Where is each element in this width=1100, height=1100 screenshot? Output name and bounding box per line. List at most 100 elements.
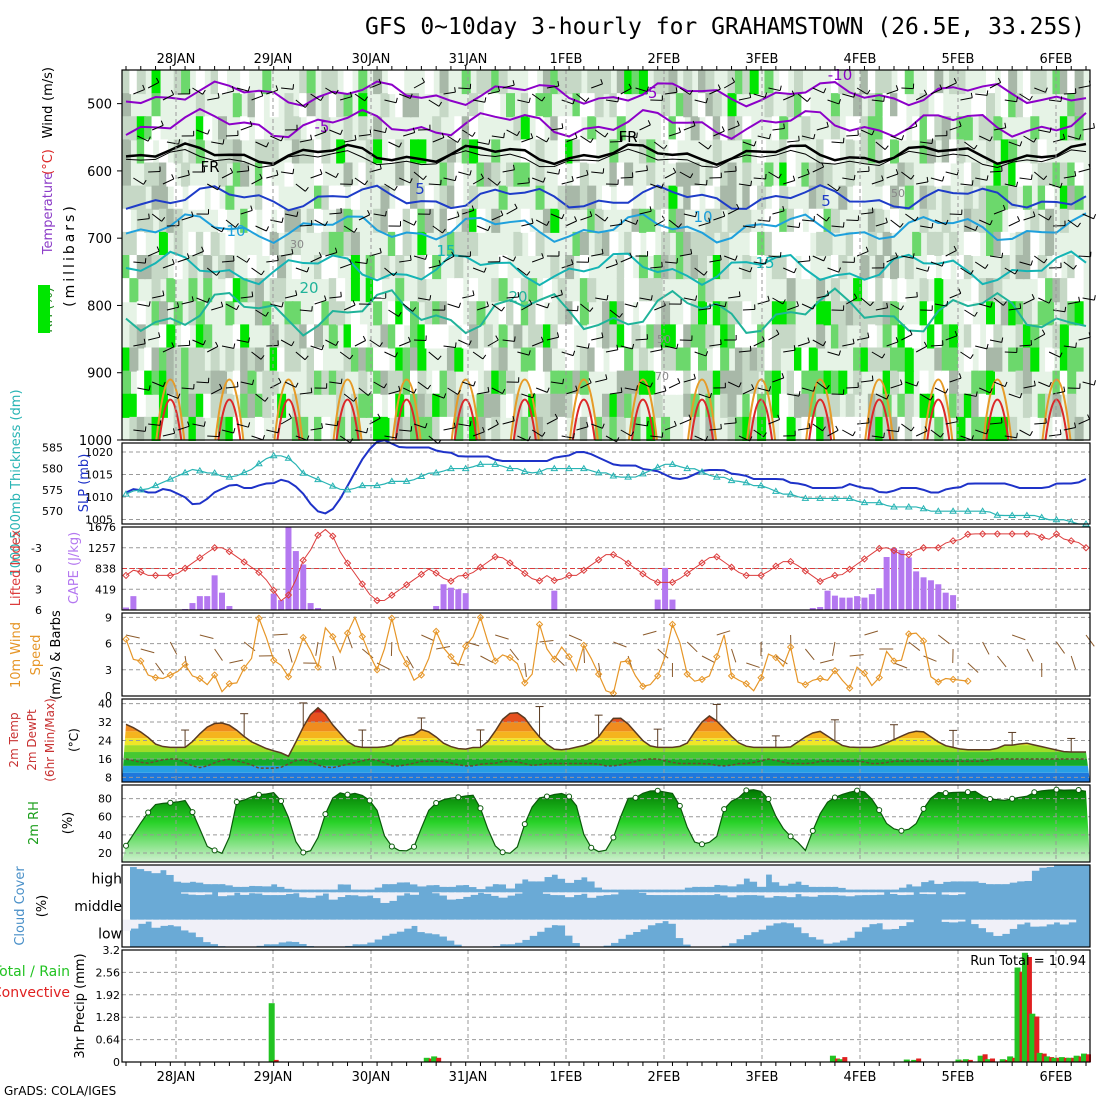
rh-cell (764, 370, 774, 395)
rh-cell (410, 324, 419, 349)
cloud-clear-cell (890, 892, 899, 894)
rh-cell (853, 278, 863, 303)
rh-cell (941, 370, 951, 395)
wind-barb-flag (973, 144, 978, 150)
rh-cell (520, 162, 530, 187)
wind-barb (550, 127, 563, 131)
rh-cell (1008, 347, 1018, 372)
rh-cell (882, 93, 892, 118)
rh-cell (963, 255, 973, 280)
rh-cell (986, 70, 995, 95)
wind-barb (915, 430, 928, 437)
rh-cell (136, 185, 146, 210)
wind-barb (916, 267, 928, 272)
wind-barb (1038, 213, 1049, 221)
temp-band (122, 712, 1090, 723)
cape-bar (876, 588, 883, 610)
rh-cell (631, 393, 641, 418)
cloud-clear-cell (432, 865, 442, 886)
rh-cell (454, 301, 464, 326)
wind-barb (210, 225, 222, 233)
rh-cell (424, 301, 434, 326)
rh-cell (306, 116, 316, 141)
wind-barb (196, 297, 208, 303)
cloud-clear-cell (779, 892, 789, 897)
rh-cell (653, 324, 663, 349)
rh-cell (225, 139, 235, 164)
rh-cell (720, 231, 730, 256)
rh-cell (690, 116, 700, 141)
rh-cell (284, 208, 294, 233)
wind-tick-label: 3 (105, 664, 112, 677)
rh-cell (624, 324, 634, 349)
wind-barb-flag (496, 181, 501, 186)
rh-cell (727, 185, 737, 210)
rh-cell (712, 208, 722, 233)
cloud-clear-cell (720, 919, 730, 946)
wind-barb-flag (835, 425, 839, 431)
rh-cell (439, 231, 449, 256)
wind-barb (192, 250, 204, 257)
wind-barb (846, 297, 857, 305)
cloud-clear-cell (269, 919, 279, 945)
thickness-marker (712, 473, 721, 480)
wind-barb-flag (678, 127, 681, 133)
rh-cell (129, 231, 139, 256)
wind-barb (561, 180, 574, 185)
cloud-clear-cell (195, 919, 205, 938)
rh-cell (875, 208, 885, 233)
wind-barb (354, 177, 366, 186)
cloud-clear-cell (712, 919, 722, 947)
rh-cell (395, 185, 405, 210)
cloud-clear-cell (587, 865, 597, 882)
cloud-clear-cell (963, 865, 973, 882)
wind-barb (694, 267, 705, 276)
rh-cell (136, 70, 146, 95)
wind-barb-flag (324, 221, 328, 226)
rh-cell (188, 185, 198, 210)
wind-barb (384, 99, 397, 104)
wind-barb-flag (571, 259, 574, 265)
rh-cell (890, 255, 899, 280)
rh-cell (978, 393, 988, 418)
temp-band (122, 758, 1090, 766)
rh-cell (513, 301, 523, 326)
rh-cell (129, 70, 139, 95)
rh-cell (483, 70, 493, 95)
wind-barb (521, 137, 533, 143)
rh-cell (557, 393, 567, 418)
wind-barb-flag (589, 211, 593, 217)
cloud-clear-cell (690, 892, 700, 896)
cloud-clear-cell (1030, 919, 1040, 927)
wind-barb-flag (881, 353, 886, 359)
rh-cell (1052, 416, 1062, 441)
rh-cell (365, 393, 375, 418)
rh-cell (173, 370, 183, 395)
wind-barb-flag (221, 227, 225, 233)
wind-barb-flag (1033, 137, 1037, 143)
wind-barb-flag (997, 77, 1002, 83)
wind-barb-flag (367, 210, 371, 215)
rh-cell (410, 370, 419, 395)
cloud-clear-cell (638, 892, 648, 893)
rh-cell (528, 324, 538, 349)
wind-barb (147, 81, 159, 89)
rh-cell (734, 416, 744, 441)
wind-barb-flag (826, 216, 830, 222)
wind-barb-flag (1031, 294, 1035, 299)
wind-barb (775, 655, 788, 665)
rh-cell (690, 393, 700, 418)
wind-speed-marker (757, 673, 765, 682)
wind-barb (162, 346, 175, 353)
wind-barb-flag (923, 341, 928, 347)
rh-cell (306, 93, 316, 118)
wind-barb-flag (1060, 96, 1063, 102)
cloud-clear-cell (358, 865, 368, 890)
wind-barb (768, 419, 780, 425)
rh-cell (698, 301, 707, 326)
wind-barb (723, 81, 735, 89)
wind-barb-flag (203, 421, 206, 427)
isotherm-label: FR (618, 128, 637, 146)
rh-cell (705, 93, 715, 118)
rh-cell (683, 393, 693, 418)
